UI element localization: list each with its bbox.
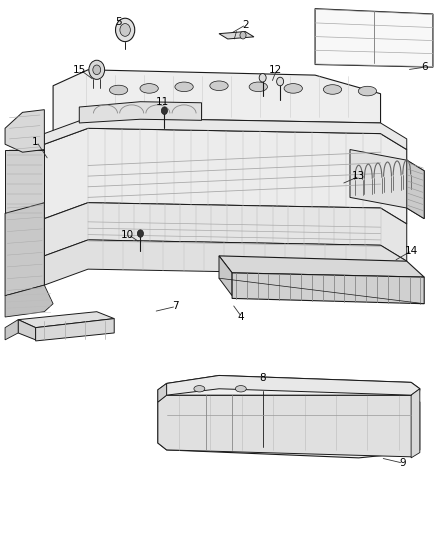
Polygon shape bbox=[411, 389, 420, 458]
Ellipse shape bbox=[175, 82, 193, 92]
Polygon shape bbox=[158, 395, 420, 457]
Circle shape bbox=[259, 74, 266, 82]
Text: 4: 4 bbox=[237, 312, 244, 322]
Ellipse shape bbox=[323, 85, 342, 94]
Polygon shape bbox=[44, 240, 407, 290]
Polygon shape bbox=[5, 203, 44, 296]
Circle shape bbox=[93, 65, 101, 75]
Polygon shape bbox=[5, 110, 44, 152]
Text: 10: 10 bbox=[121, 230, 134, 240]
Polygon shape bbox=[219, 256, 424, 277]
Polygon shape bbox=[44, 128, 407, 224]
Text: 1: 1 bbox=[32, 136, 39, 147]
Polygon shape bbox=[5, 150, 44, 219]
Polygon shape bbox=[315, 9, 433, 67]
Text: 6: 6 bbox=[421, 62, 427, 72]
Polygon shape bbox=[44, 118, 407, 150]
Polygon shape bbox=[219, 256, 232, 296]
Circle shape bbox=[120, 23, 131, 36]
Text: 8: 8 bbox=[259, 373, 266, 383]
Circle shape bbox=[138, 230, 144, 237]
Text: 5: 5 bbox=[115, 17, 122, 27]
Polygon shape bbox=[18, 312, 114, 328]
Ellipse shape bbox=[210, 81, 228, 91]
Polygon shape bbox=[53, 118, 88, 139]
Text: 11: 11 bbox=[155, 96, 169, 107]
Ellipse shape bbox=[249, 82, 268, 92]
Polygon shape bbox=[407, 160, 424, 219]
Polygon shape bbox=[44, 203, 407, 261]
Polygon shape bbox=[18, 320, 35, 340]
Polygon shape bbox=[53, 70, 381, 134]
Polygon shape bbox=[5, 320, 18, 340]
Polygon shape bbox=[79, 102, 201, 123]
Polygon shape bbox=[158, 383, 166, 402]
Ellipse shape bbox=[235, 385, 246, 392]
Ellipse shape bbox=[140, 84, 158, 93]
Polygon shape bbox=[158, 375, 420, 458]
Text: 7: 7 bbox=[172, 301, 179, 311]
Circle shape bbox=[240, 31, 246, 39]
Polygon shape bbox=[35, 319, 114, 341]
Text: 15: 15 bbox=[73, 65, 86, 75]
Polygon shape bbox=[166, 375, 420, 395]
Text: 13: 13 bbox=[352, 171, 365, 181]
Circle shape bbox=[116, 18, 135, 42]
Circle shape bbox=[161, 107, 167, 115]
Text: 12: 12 bbox=[269, 65, 283, 75]
Polygon shape bbox=[232, 273, 424, 304]
Polygon shape bbox=[219, 31, 254, 39]
Polygon shape bbox=[5, 285, 53, 317]
Ellipse shape bbox=[194, 385, 205, 392]
Text: 9: 9 bbox=[399, 458, 406, 468]
Circle shape bbox=[277, 77, 284, 86]
Ellipse shape bbox=[110, 85, 128, 95]
Polygon shape bbox=[350, 150, 424, 219]
Ellipse shape bbox=[358, 86, 377, 96]
Text: 2: 2 bbox=[242, 20, 248, 30]
Circle shape bbox=[89, 60, 105, 79]
Text: 14: 14 bbox=[404, 246, 418, 255]
Ellipse shape bbox=[284, 84, 302, 93]
